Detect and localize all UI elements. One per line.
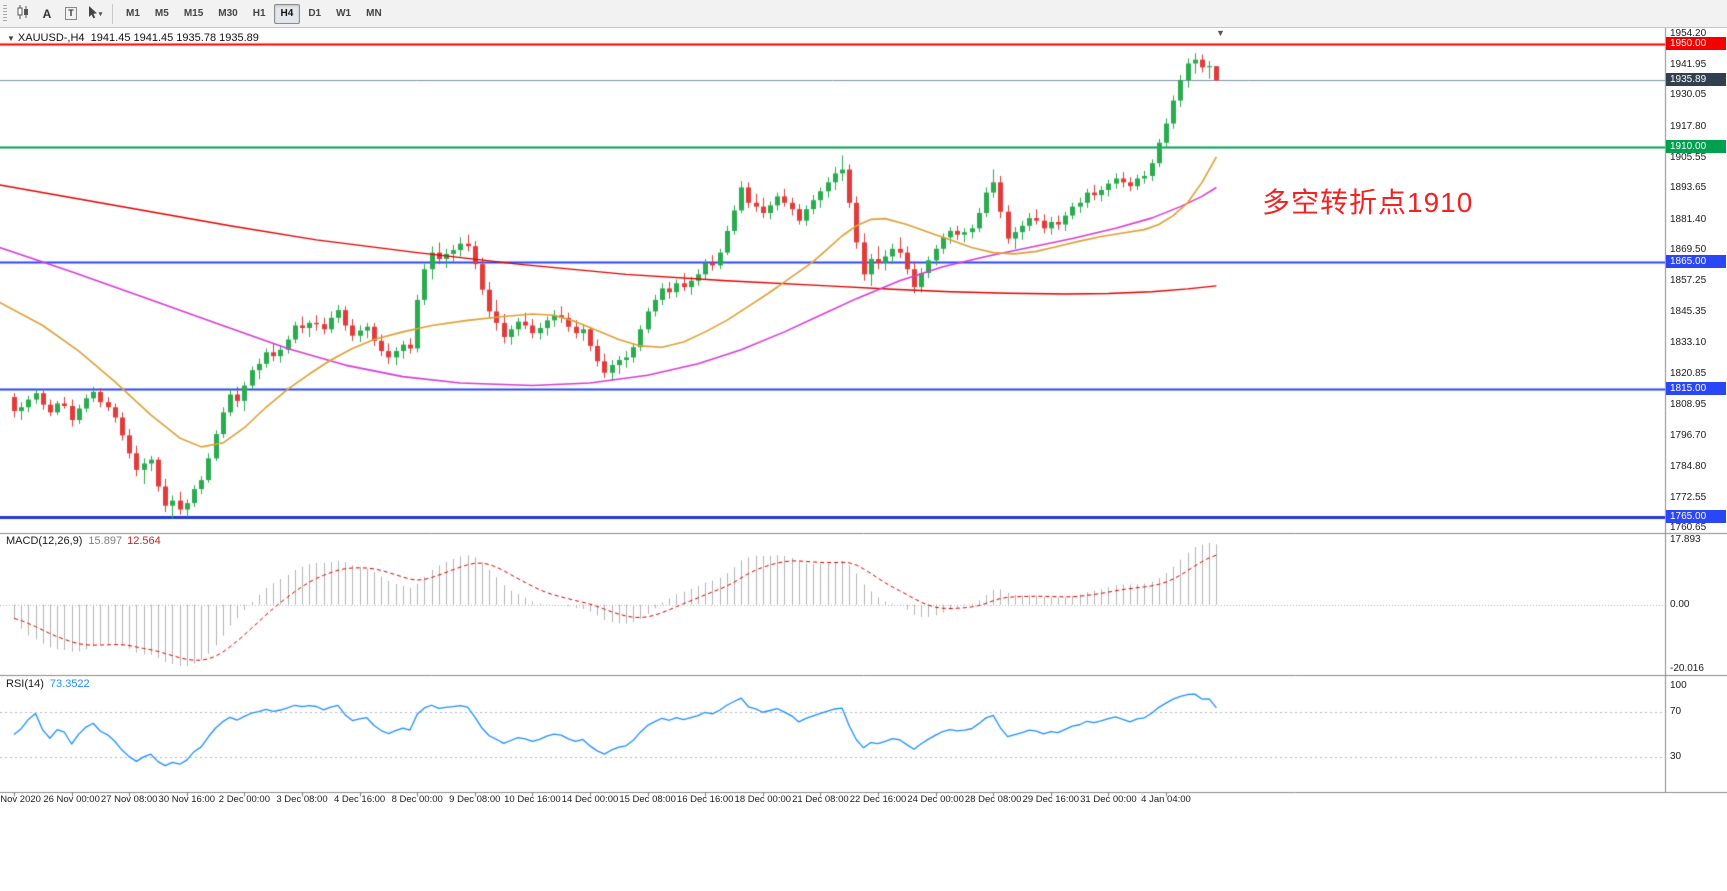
- rsi-scale-30: 30: [1670, 751, 1682, 763]
- timeframe-button-M1[interactable]: M1: [119, 4, 147, 24]
- symbol-period-label: XAUUSD-,H4: [17, 32, 85, 44]
- price-tick-label: 1772.55: [1670, 491, 1707, 503]
- price-tick-label: 1869.50: [1670, 244, 1707, 256]
- toolbar-divider: [112, 3, 113, 24]
- price-tick-label: 1954.20: [1670, 27, 1707, 39]
- collapse-chart-icon[interactable]: ▼: [7, 34, 15, 43]
- time-label: 27 Nov 08:00: [100, 794, 158, 805]
- price-tick-label: 1796.70: [1670, 430, 1707, 442]
- toolbar-grip[interactable]: [3, 4, 7, 23]
- time-label: 30 Nov 16:00: [158, 794, 216, 805]
- time-label: 4 Jan 04:00: [1141, 794, 1191, 805]
- time-label: 3 Dec 08:00: [276, 794, 328, 805]
- chart-toolbar: A T ▾ M1 M5 M15 M30 H1 H4 D1 W1 MN: [0, 0, 1727, 28]
- macd-scale-zero: 0.00: [1670, 598, 1690, 610]
- rsi-label: RSI(14) 73.3522: [6, 678, 90, 690]
- time-label: 4 Dec 16:00: [333, 794, 386, 805]
- time-label: 10 Dec 16:00: [504, 794, 561, 805]
- price-tick-label: 1808.95: [1670, 398, 1707, 410]
- timeframe-button-M5[interactable]: M5: [148, 4, 176, 24]
- price-tick-label: 1930.05: [1670, 89, 1707, 101]
- price-badge-1765.00: 1765.00: [1666, 510, 1726, 524]
- price-tick-label: 1784.80: [1670, 460, 1707, 472]
- macd-signal-value: 12.564: [127, 535, 161, 547]
- time-label: 14 Dec 00:00: [561, 794, 619, 805]
- time-label: 21 Dec 08:00: [792, 794, 849, 805]
- timeframe-button-W1[interactable]: W1: [329, 4, 358, 24]
- rsi-value: 73.3522: [49, 678, 90, 690]
- price-tick-label: 1941.95: [1670, 58, 1707, 70]
- shift-marker-icon[interactable]: ▼: [1216, 28, 1225, 38]
- macd-scale-max: 17.893: [1670, 534, 1701, 545]
- candlestick-style-button[interactable]: [12, 3, 34, 25]
- chart-annotation-text[interactable]: 多空转折点1910: [1262, 187, 1474, 218]
- label-tool-button[interactable]: T: [60, 3, 82, 25]
- chart-area: ▼ XAUUSD-,H4 1941.45 1941.45 1935.78 1935…: [0, 28, 1727, 891]
- candlestick-icon: [16, 5, 30, 22]
- time-label: 24 Nov 2020: [0, 794, 41, 805]
- time-label: 18 Dec 00:00: [734, 794, 792, 805]
- macd-label: MACD(12,26,9) 15.897 12.564: [6, 535, 161, 547]
- price-tick-label: 1917.80: [1670, 120, 1707, 132]
- time-label: 9 Dec 08:00: [449, 794, 501, 805]
- time-label: 2 Dec 00:00: [218, 794, 271, 805]
- price-tick-label: 1857.25: [1670, 275, 1707, 287]
- chart-canvas[interactable]: [0, 28, 1727, 891]
- price-badge-1935.89: 1935.89: [1666, 73, 1726, 87]
- time-label: 22 Dec 16:00: [849, 794, 907, 805]
- macd-name: MACD(12,26,9): [6, 535, 83, 547]
- price-tick-label: 1905.55: [1670, 151, 1707, 163]
- time-label: 8 Dec 00:00: [391, 794, 443, 805]
- pointer-icon: [88, 5, 98, 22]
- timeframe-buttons: M1 M5 M15 M30 H1 H4 D1 W1 MN: [119, 3, 389, 24]
- rsi-scale-100: 100: [1670, 680, 1687, 691]
- text-tool-button[interactable]: A: [36, 3, 58, 25]
- macd-value: 15.897: [88, 535, 123, 547]
- timeframe-button-M30[interactable]: M30: [211, 4, 244, 24]
- price-tick-label: 1893.65: [1670, 182, 1707, 194]
- price-tick-label: 1760.65: [1670, 522, 1707, 534]
- price-badge-1815.00: 1815.00: [1666, 382, 1726, 396]
- timeframe-button-H1[interactable]: H1: [246, 4, 273, 24]
- price-tick-label: 1833.10: [1670, 337, 1707, 349]
- time-label: 16 Dec 16:00: [676, 794, 734, 805]
- caret-down-icon: ▾: [98, 10, 103, 18]
- label-tool-label: T: [65, 7, 77, 20]
- price-tick-label: 1881.40: [1670, 213, 1707, 225]
- ohlc-values: 1941.45 1941.45 1935.78 1935.89: [90, 32, 259, 44]
- price-badge-1950.00: 1950.00: [1666, 37, 1726, 51]
- time-label: 29 Dec 16:00: [1022, 794, 1080, 805]
- price-badge-1910.00: 1910.00: [1666, 139, 1726, 153]
- timeframe-button-M15[interactable]: M15: [177, 4, 210, 24]
- rsi-scale-70: 70: [1670, 705, 1682, 717]
- time-label: 28 Dec 08:00: [964, 794, 1022, 805]
- time-label: 31 Dec 00:00: [1080, 794, 1137, 805]
- price-badge-1865.00: 1865.00: [1666, 254, 1726, 268]
- chart-title-bar: ▼ XAUUSD-,H4 1941.45 1941.45 1935.78 1935…: [7, 32, 259, 44]
- time-label: 24 Dec 00:00: [907, 794, 964, 805]
- timeframe-button-D1[interactable]: D1: [301, 4, 328, 24]
- macd-scale-min: -20.016: [1670, 663, 1704, 674]
- time-label: 26 Nov 00:00: [43, 794, 100, 805]
- pointer-tool-dropdown-button[interactable]: ▾: [84, 3, 106, 25]
- price-tick-label: 1820.85: [1670, 368, 1707, 380]
- text-tool-label: A: [42, 6, 52, 21]
- rsi-name: RSI(14): [6, 678, 44, 690]
- timeframe-button-H4[interactable]: H4: [273, 3, 301, 24]
- price-tick-label: 1845.35: [1670, 305, 1707, 317]
- time-label: 15 Dec 08:00: [619, 794, 676, 805]
- timeframe-button-MN[interactable]: MN: [359, 4, 389, 24]
